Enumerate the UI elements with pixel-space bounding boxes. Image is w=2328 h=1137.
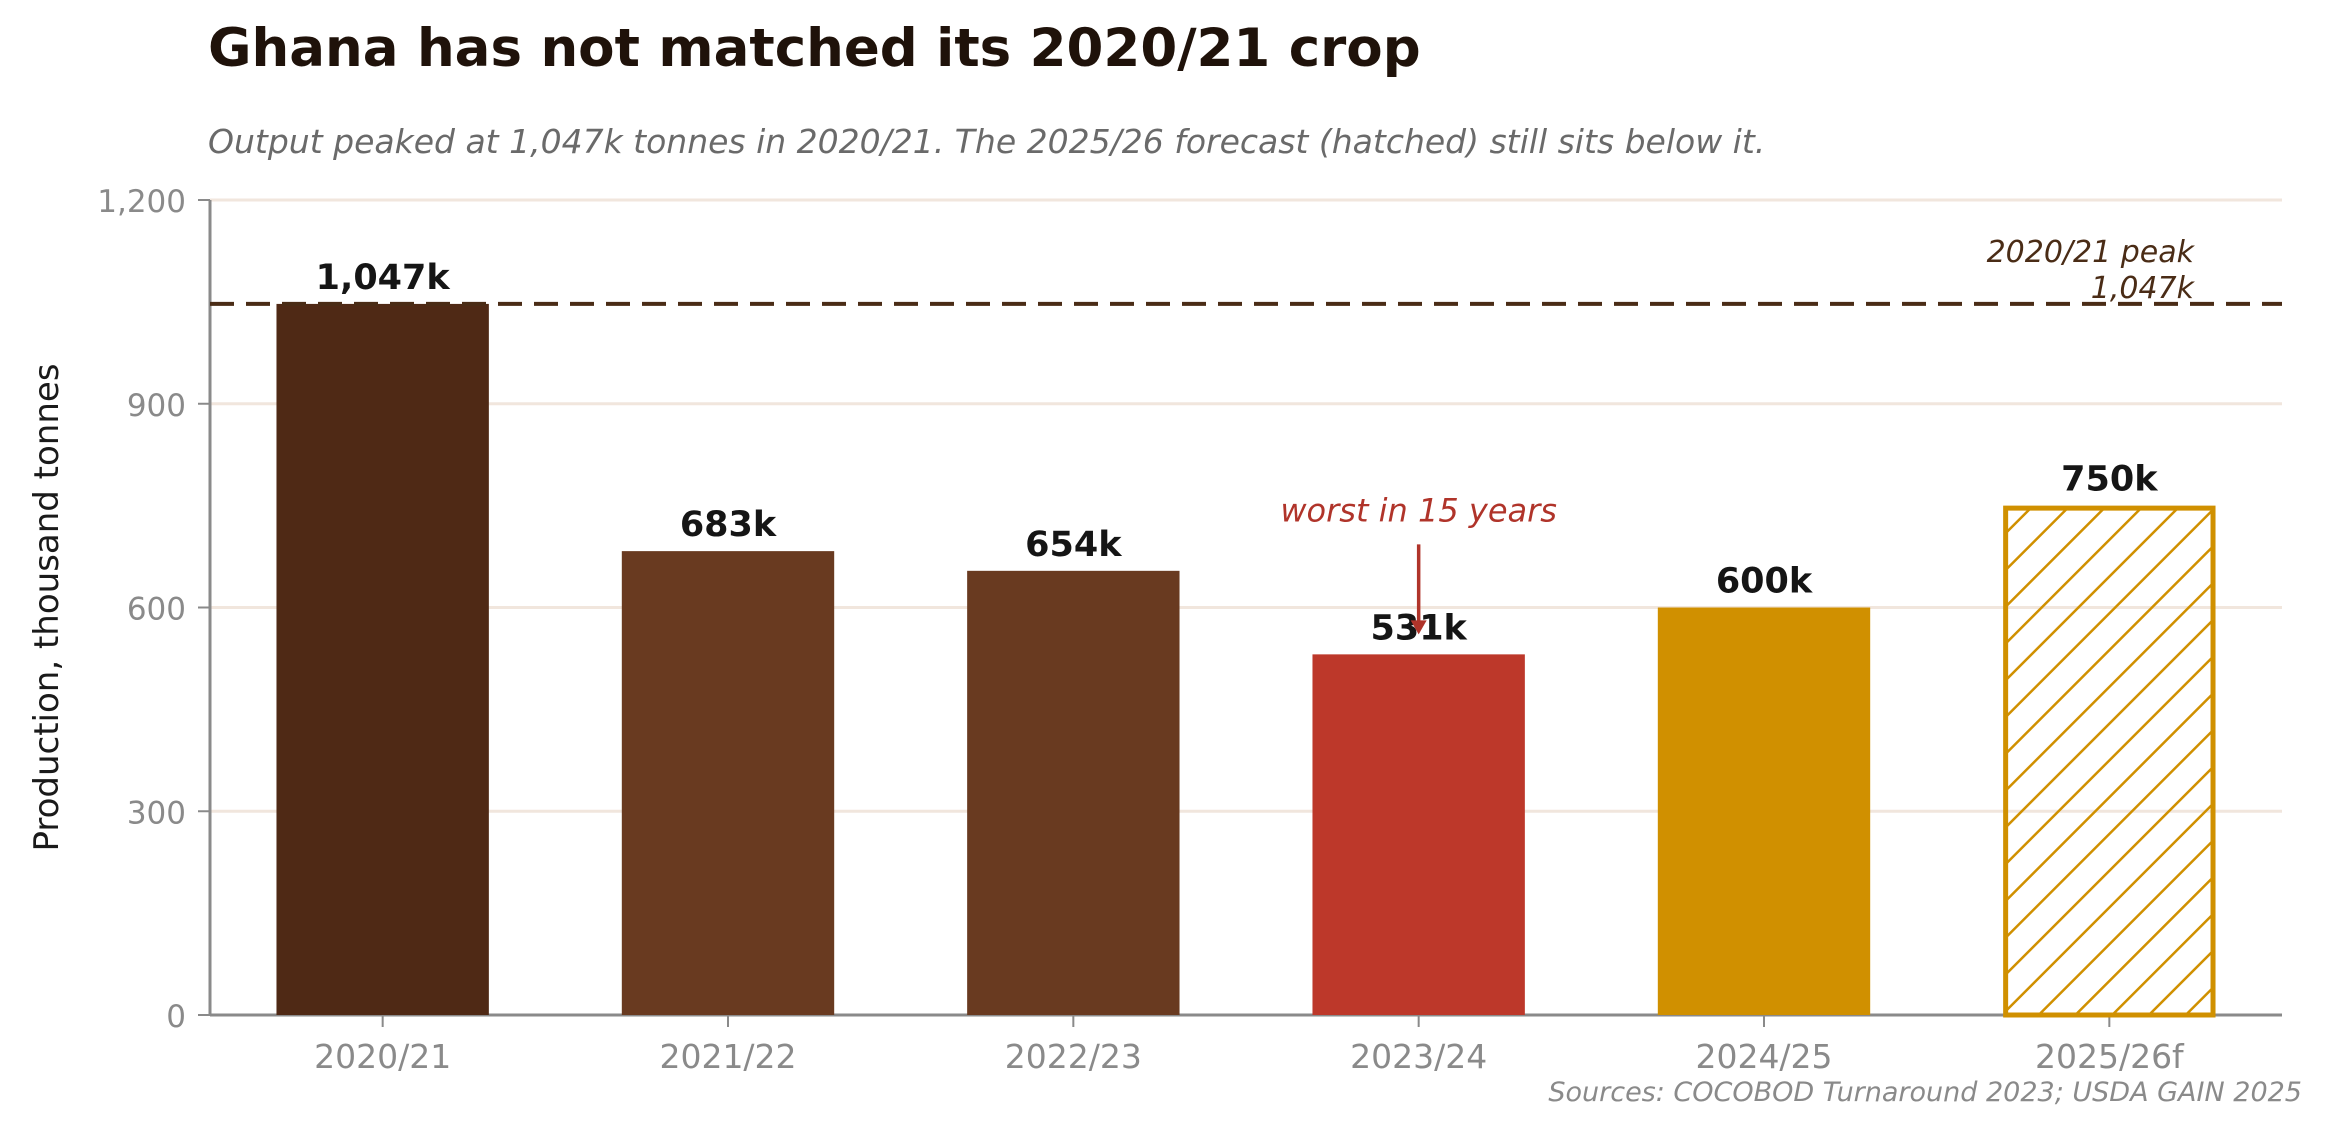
bar-2021-22 — [621, 551, 835, 1015]
data-label: 654k — [1025, 525, 1122, 565]
chart-source: Sources: COCOBOD Turnaround 2023; USDA G… — [1548, 1077, 2302, 1108]
y-tick-label: 900 — [127, 388, 186, 424]
x-tick-label: 2023/24 — [1350, 1037, 1487, 1076]
data-label: 600k — [1716, 562, 1813, 602]
y-tick-label: 0 — [166, 999, 186, 1035]
bar-2023-24 — [1312, 654, 1525, 1015]
chart-subtitle: Output peaked at 1,047k tonnes in 2020/2… — [208, 122, 1766, 161]
annotation-text: worst in 15 years — [1280, 491, 1557, 529]
peak-label-line1: 2020/21 peak — [1987, 235, 2196, 270]
y-tick-label: 300 — [127, 795, 186, 831]
x-tick-label: 2022/23 — [1005, 1037, 1142, 1076]
x-tick-label: 2024/25 — [1695, 1037, 1832, 1076]
y-tick-label: 1,200 — [97, 184, 186, 220]
data-label: 683k — [680, 505, 777, 545]
annotation-arrow-head — [1410, 620, 1427, 635]
bar-2025-26f — [2003, 505, 2216, 1018]
bar-2020-21 — [276, 303, 489, 1016]
x-tick-label: 2025/26f — [2035, 1037, 2185, 1076]
data-label: 750k — [2061, 460, 2158, 500]
bar-2024-25 — [1657, 607, 1871, 1015]
y-axis-label: Production, thousand tonnes — [27, 363, 67, 851]
peak-label-line2: 1,047k — [2091, 271, 2196, 306]
bar-2022-23 — [967, 570, 1180, 1015]
chart-title: Ghana has not matched its 2020/21 crop — [208, 18, 1421, 79]
y-tick-label: 600 — [127, 592, 186, 628]
x-tick-label: 2021/22 — [659, 1037, 796, 1076]
data-label: 1,047k — [316, 258, 451, 298]
x-tick-label: 2020/21 — [314, 1037, 451, 1076]
